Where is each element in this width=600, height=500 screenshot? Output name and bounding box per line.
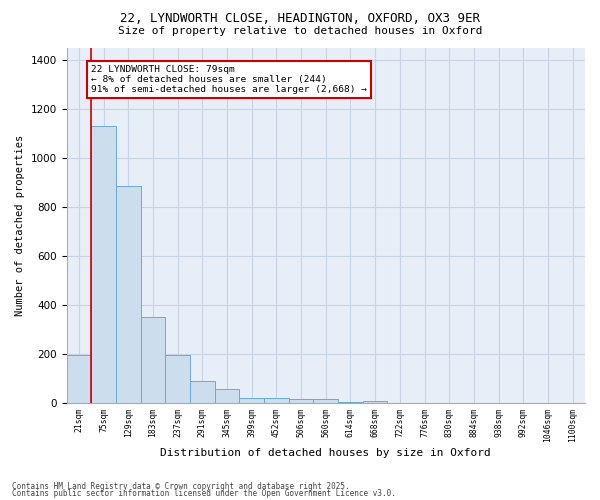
Text: 22, LYNDWORTH CLOSE, HEADINGTON, OXFORD, OX3 9ER: 22, LYNDWORTH CLOSE, HEADINGTON, OXFORD,… (120, 12, 480, 26)
Bar (91, 126, 116, 403)
Text: Contains HM Land Registry data © Crown copyright and database right 2025.: Contains HM Land Registry data © Crown c… (12, 482, 350, 491)
Y-axis label: Number of detached properties: Number of detached properties (15, 134, 25, 316)
Bar (363, 400, 388, 403)
Bar (190, 381, 215, 403)
Bar (338, 402, 363, 403)
Bar (165, 355, 190, 403)
Bar (140, 317, 165, 403)
Bar (264, 398, 289, 403)
Bar (289, 400, 313, 403)
Bar (215, 390, 239, 403)
Text: Contains public sector information licensed under the Open Government Licence v3: Contains public sector information licen… (12, 489, 396, 498)
Bar (313, 400, 338, 403)
Text: 22 LYNDWORTH CLOSE: 79sqm
← 8% of detached houses are smaller (244)
91% of semi-: 22 LYNDWORTH CLOSE: 79sqm ← 8% of detach… (91, 64, 367, 94)
Text: Size of property relative to detached houses in Oxford: Size of property relative to detached ho… (118, 26, 482, 36)
Bar (67, 355, 91, 403)
Bar (116, 186, 140, 403)
Bar (239, 398, 264, 403)
X-axis label: Distribution of detached houses by size in Oxford: Distribution of detached houses by size … (160, 448, 491, 458)
